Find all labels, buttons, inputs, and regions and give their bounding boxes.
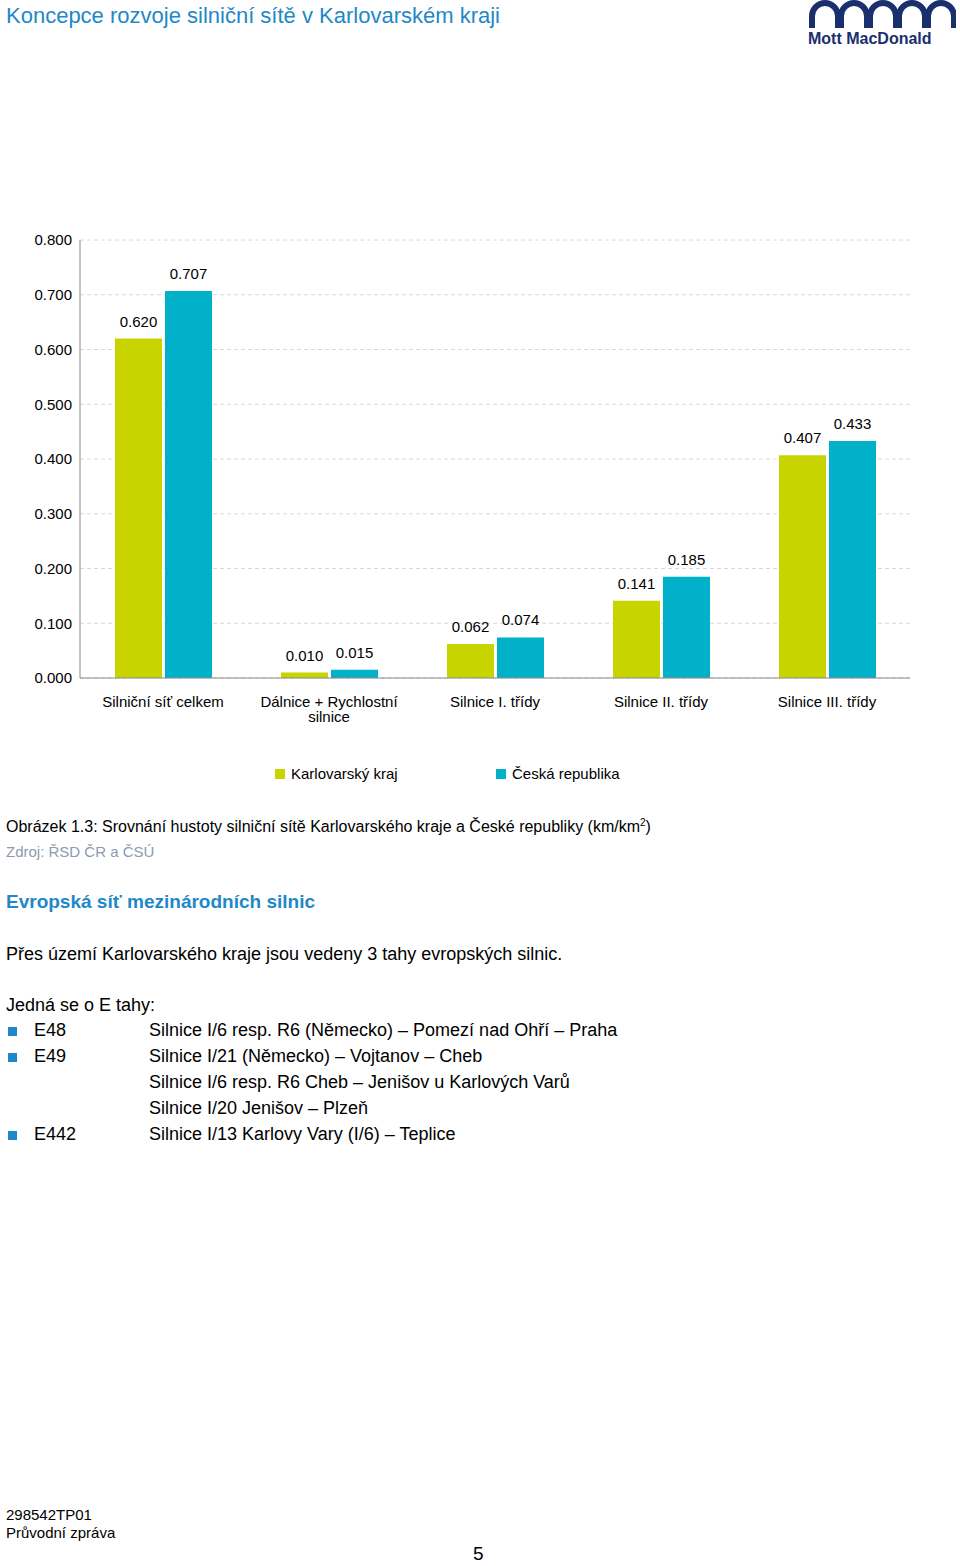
svg-text:0.407: 0.407 [784, 429, 822, 446]
html-text:E49: E49 [34, 1046, 66, 1066]
svg-text:0.100: 0.100 [34, 615, 72, 632]
html-text:298542TP01: 298542TP01 [6, 1506, 92, 1523]
html-text:E48: E48 [34, 1020, 66, 1040]
html-text:Mott MacDonald: Mott MacDonald [808, 30, 932, 47]
svg-text:0.707: 0.707 [170, 265, 208, 282]
svg-text:0.600: 0.600 [34, 341, 72, 358]
svg-text:0.000: 0.000 [34, 669, 72, 686]
svg-text:0.141: 0.141 [618, 575, 656, 592]
svg-text:0.200: 0.200 [34, 560, 72, 577]
html-text:Obrázek 1.3: Srovnání hustoty: Obrázek 1.3: Srovnání hustoty silniční s… [6, 817, 651, 836]
html-text:Silnice I/6 resp. R6 Cheb – Je: Silnice I/6 resp. R6 Cheb – Jenišov u Ka… [149, 1072, 570, 1092]
svg-text:0.620: 0.620 [120, 313, 158, 330]
svg-text:0.015: 0.015 [336, 644, 374, 661]
html-text:E442: E442 [34, 1124, 76, 1144]
html-text:Koncepce rozvoje silniční sítě: Koncepce rozvoje silniční sítě v Karlova… [6, 3, 500, 28]
svg-text:Silnice II. třídy: Silnice II. třídy [614, 693, 709, 710]
html-text:Jedná se o E tahy:: Jedná se o E tahy: [6, 995, 156, 1015]
svg-text:0.185: 0.185 [668, 551, 706, 568]
html-text:Evropská síť mezinárodních sil: Evropská síť mezinárodních silnic [6, 891, 315, 912]
html-text:Silnice I/13 Karlovy Vary (I/6: Silnice I/13 Karlovy Vary (I/6) – Teplic… [149, 1124, 456, 1144]
svg-text:0.062: 0.062 [452, 618, 490, 635]
html-text:Průvodní zpráva: Průvodní zpráva [6, 1524, 116, 1541]
svg-text:0.300: 0.300 [34, 505, 72, 522]
svg-text:0.433: 0.433 [834, 415, 872, 432]
html-text:Silnice I/6 resp. R6 (Německo): Silnice I/6 resp. R6 (Německo) – Pomezí … [149, 1020, 618, 1040]
html-text:Zdroj: ŘSD ČR a ČSÚ: Zdroj: ŘSD ČR a ČSÚ [6, 843, 155, 860]
html-text:Přes území Karlovarského kraje: Přes území Karlovarského kraje jsou vede… [6, 944, 563, 964]
html-text:Silnice I/21 (Německo) – Vojta: Silnice I/21 (Německo) – Vojtanov – Cheb [149, 1046, 483, 1066]
svg-text:0.400: 0.400 [34, 450, 72, 467]
svg-text:0.500: 0.500 [34, 396, 72, 413]
svg-text:Silnice I. třídy: Silnice I. třídy [450, 693, 541, 710]
svg-text:Dálnice + Rychlostnísilnice: Dálnice + Rychlostnísilnice [260, 693, 398, 725]
html-text:Silnice I/20 Jenišov – Plzeň: Silnice I/20 Jenišov – Plzeň [149, 1098, 369, 1118]
html-text:5: 5 [473, 1543, 484, 1564]
svg-text:Silnice III. třídy: Silnice III. třídy [778, 693, 877, 710]
html-text:Karlovarský kraj: Karlovarský kraj [291, 765, 398, 782]
svg-text:0.010: 0.010 [286, 647, 324, 664]
svg-text:0.800: 0.800 [34, 231, 72, 248]
svg-text:Silniční síť celkem: Silniční síť celkem [102, 693, 224, 710]
svg-text:0.074: 0.074 [502, 611, 540, 628]
svg-text:0.700: 0.700 [34, 286, 72, 303]
html-text:Česká republika: Česká republika [512, 765, 620, 782]
